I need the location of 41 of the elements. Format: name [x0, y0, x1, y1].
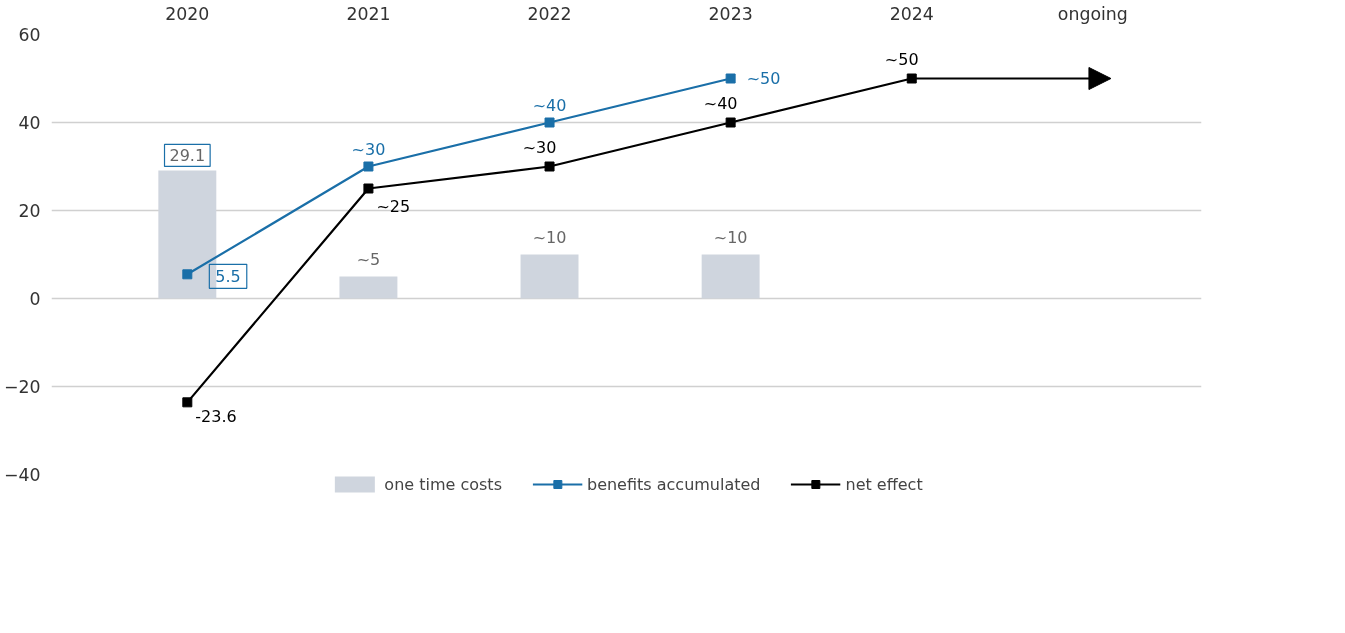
data-label: ~50 — [746, 69, 781, 88]
point — [182, 269, 193, 280]
y-tick-label: −40 — [3, 465, 41, 485]
x-tick-label: 2024 — [889, 3, 934, 24]
x-tick-label: 2023 — [708, 3, 753, 24]
y-tick-label: 20 — [18, 201, 41, 221]
data-label: ~5 — [356, 249, 381, 269]
legend-label: net effect — [845, 474, 923, 494]
bar — [701, 254, 760, 299]
x-tick-label: 2021 — [346, 3, 391, 24]
x-tick-label: 2020 — [165, 3, 210, 24]
data-label: ~10 — [532, 227, 567, 247]
data-label: ~40 — [703, 93, 738, 113]
y-tick-label: 60 — [18, 25, 41, 45]
legend-label: one time costs — [384, 474, 502, 494]
point — [544, 117, 555, 128]
data-label: -23.6 — [195, 407, 237, 427]
bar — [520, 254, 579, 299]
data-label: ~30 — [351, 139, 386, 159]
point — [725, 117, 736, 128]
data-label: ~10 — [713, 227, 748, 247]
point — [363, 183, 374, 194]
data-label: ~30 — [522, 137, 557, 157]
data-label: ~50 — [884, 49, 919, 69]
data-label: ~40 — [532, 95, 567, 115]
y-tick-label: −20 — [3, 377, 41, 397]
point — [906, 73, 917, 84]
x-tick-label: 2022 — [527, 3, 572, 24]
point — [182, 397, 193, 408]
point — [725, 73, 736, 84]
data-label: ~25 — [376, 196, 411, 216]
point — [544, 161, 555, 172]
data-label: 5.5 — [215, 267, 241, 287]
y-tick-label: 0 — [29, 289, 41, 309]
legend-label: benefits accumulated — [586, 474, 761, 494]
data-label: 29.1 — [169, 146, 206, 166]
bar — [158, 170, 217, 299]
y-tick-label: 40 — [18, 113, 41, 133]
point — [363, 161, 374, 172]
bar — [339, 276, 398, 299]
x-tick-label: ongoing — [1057, 3, 1128, 24]
